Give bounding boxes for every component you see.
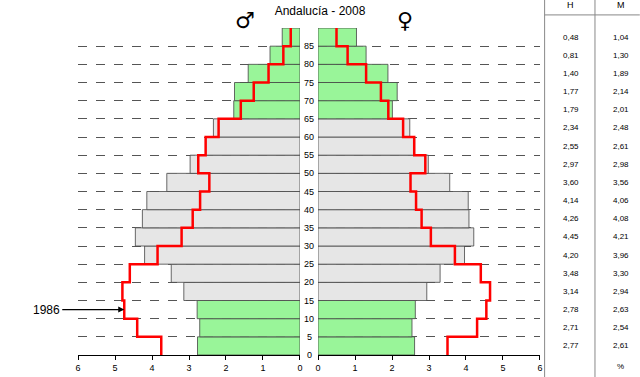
svg-text:%: % xyxy=(617,362,624,371)
svg-text:20: 20 xyxy=(304,277,314,287)
svg-text:5: 5 xyxy=(112,363,117,373)
svg-text:4: 4 xyxy=(149,363,154,373)
svg-text:1,77: 1,77 xyxy=(563,87,579,96)
svg-text:6: 6 xyxy=(537,363,542,373)
svg-text:4,21: 4,21 xyxy=(613,232,629,241)
svg-text:0,48: 0,48 xyxy=(563,33,579,42)
svg-text:30: 30 xyxy=(304,241,314,251)
svg-text:2,63: 2,63 xyxy=(613,305,629,314)
svg-text:1: 1 xyxy=(260,363,265,373)
svg-text:4,14: 4,14 xyxy=(563,196,579,205)
svg-text:5: 5 xyxy=(307,332,312,342)
svg-text:0,81: 0,81 xyxy=(563,51,579,60)
svg-text:3,14: 3,14 xyxy=(563,287,579,296)
svg-text:M: M xyxy=(617,0,625,10)
svg-text:85: 85 xyxy=(304,41,314,51)
svg-text:4,26: 4,26 xyxy=(563,214,579,223)
svg-text:3: 3 xyxy=(186,363,191,373)
svg-text:3,96: 3,96 xyxy=(613,251,629,260)
svg-text:25: 25 xyxy=(304,259,314,269)
svg-text:40: 40 xyxy=(304,205,314,215)
svg-text:65: 65 xyxy=(304,114,314,124)
svg-text:75: 75 xyxy=(304,78,314,88)
svg-text:3,30: 3,30 xyxy=(613,269,629,278)
svg-text:2: 2 xyxy=(223,363,228,373)
svg-text:15: 15 xyxy=(304,296,314,306)
svg-text:2,61: 2,61 xyxy=(613,142,629,151)
svg-text:Andalucía - 2008: Andalucía - 2008 xyxy=(275,4,366,18)
svg-text:2,98: 2,98 xyxy=(613,160,629,169)
svg-text:3,56: 3,56 xyxy=(613,178,629,187)
svg-text:3: 3 xyxy=(427,363,432,373)
svg-text:50: 50 xyxy=(304,168,314,178)
svg-text:H: H xyxy=(567,0,574,10)
svg-text:0: 0 xyxy=(316,363,321,373)
svg-text:70: 70 xyxy=(304,96,314,106)
svg-text:80: 80 xyxy=(304,59,314,69)
svg-text:0: 0 xyxy=(307,350,312,360)
svg-text:1986: 1986 xyxy=(33,303,60,317)
svg-text:35: 35 xyxy=(304,223,314,233)
svg-text:2,71: 2,71 xyxy=(563,323,579,332)
svg-text:4,08: 4,08 xyxy=(613,214,629,223)
svg-text:4,06: 4,06 xyxy=(613,196,629,205)
svg-text:60: 60 xyxy=(304,132,314,142)
svg-text:55: 55 xyxy=(304,150,314,160)
svg-text:1,30: 1,30 xyxy=(613,51,629,60)
svg-text:2,01: 2,01 xyxy=(613,105,629,114)
svg-text:2,48: 2,48 xyxy=(613,123,629,132)
svg-text:10: 10 xyxy=(304,314,314,324)
svg-text:2,97: 2,97 xyxy=(563,160,579,169)
svg-text:1,40: 1,40 xyxy=(563,69,579,78)
svg-text:2,78: 2,78 xyxy=(563,305,579,314)
svg-text:1,79: 1,79 xyxy=(563,105,579,114)
svg-text:4,45: 4,45 xyxy=(563,232,579,241)
svg-text:3,60: 3,60 xyxy=(563,178,579,187)
svg-text:1,04: 1,04 xyxy=(613,33,629,42)
svg-text:2,34: 2,34 xyxy=(563,123,579,132)
svg-text:2,14: 2,14 xyxy=(613,87,629,96)
svg-text:4: 4 xyxy=(463,363,468,373)
svg-text:4,20: 4,20 xyxy=(563,251,579,260)
svg-text:2,54: 2,54 xyxy=(613,323,629,332)
svg-text:2,94: 2,94 xyxy=(613,287,629,296)
svg-text:5: 5 xyxy=(500,363,505,373)
svg-text:♂: ♂ xyxy=(235,8,255,33)
svg-text:2,77: 2,77 xyxy=(563,341,579,350)
svg-text:0: 0 xyxy=(297,363,302,373)
svg-text:2: 2 xyxy=(390,363,395,373)
svg-text:45: 45 xyxy=(304,187,314,197)
svg-text:6: 6 xyxy=(75,363,80,373)
svg-text:1: 1 xyxy=(353,363,358,373)
svg-text:2,61: 2,61 xyxy=(613,341,629,350)
svg-text:3,48: 3,48 xyxy=(563,269,579,278)
svg-text:♀: ♀ xyxy=(397,8,413,33)
svg-text:1,89: 1,89 xyxy=(613,69,629,78)
svg-text:2,55: 2,55 xyxy=(563,142,579,151)
